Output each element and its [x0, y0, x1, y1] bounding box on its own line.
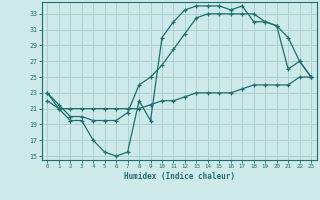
X-axis label: Humidex (Indice chaleur): Humidex (Indice chaleur) — [124, 172, 235, 181]
